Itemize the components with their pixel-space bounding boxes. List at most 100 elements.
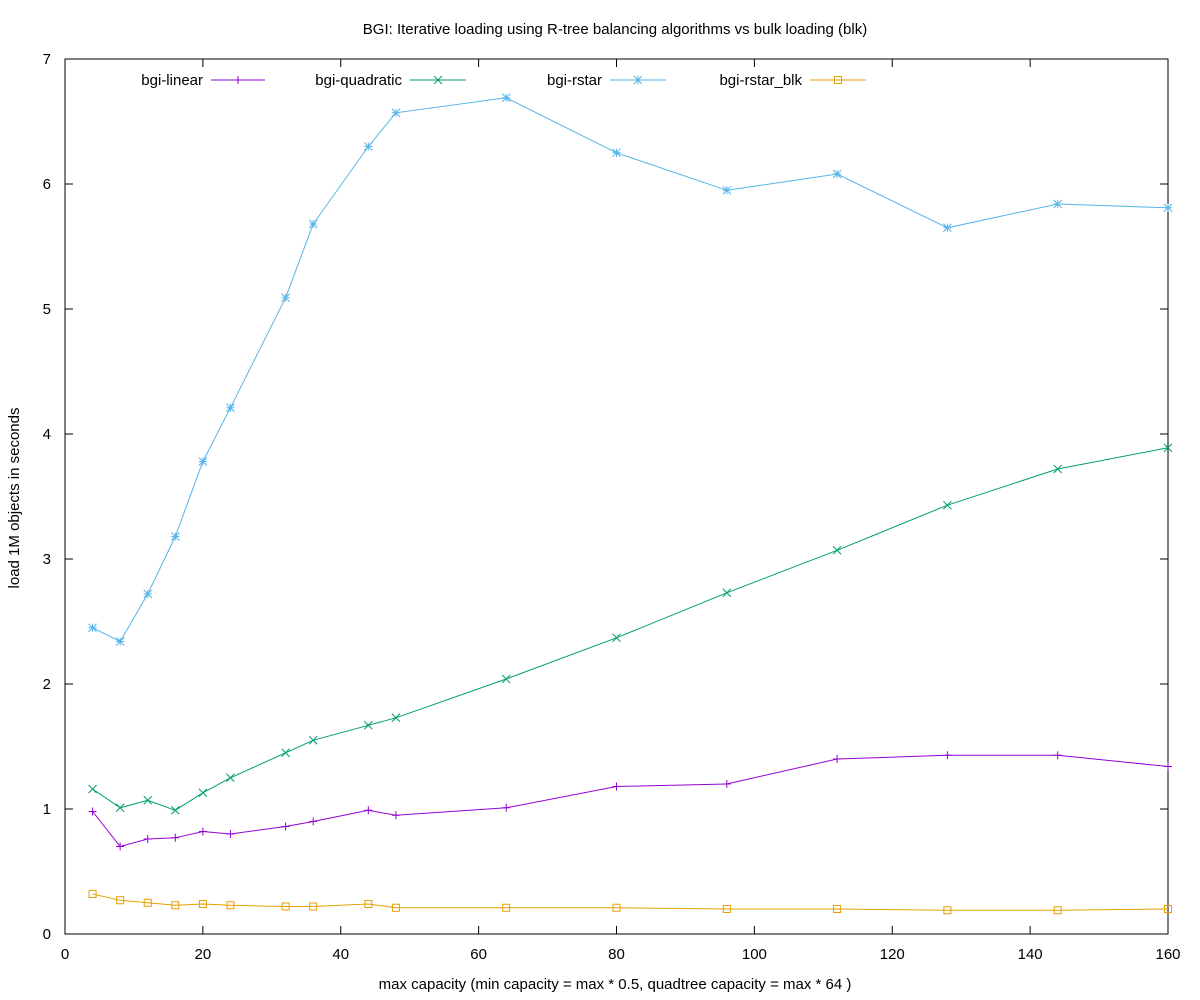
data-point [502, 803, 511, 812]
y-tick-label: 0 [43, 926, 51, 943]
marker-stroke [722, 588, 732, 598]
marker-stroke [143, 589, 153, 599]
marker-stroke [1053, 199, 1063, 209]
marker-stroke [170, 805, 180, 815]
data-point [170, 532, 180, 541]
data-point [198, 788, 208, 798]
marker-stroke [832, 169, 842, 179]
data-point [722, 588, 732, 598]
series-layer [88, 93, 1173, 915]
marker-stroke [281, 293, 290, 303]
data-point [1053, 199, 1063, 209]
marker-stroke [281, 748, 290, 758]
marker-stroke [363, 720, 373, 730]
data-point [1053, 751, 1062, 760]
data-point [88, 890, 97, 898]
data-point [171, 833, 180, 842]
data-point [88, 623, 97, 633]
legend-item: bgi-linear [141, 72, 265, 89]
data-point [198, 827, 207, 836]
marker-stroke [612, 148, 621, 158]
data-point [612, 633, 621, 643]
series-line [92, 754, 1169, 848]
legend-label: bgi-linear [141, 72, 203, 89]
x-tick-label: 0 [61, 946, 69, 963]
data-point [943, 223, 952, 233]
data-point [116, 896, 125, 905]
legend-marker [433, 75, 443, 85]
data-point [226, 773, 235, 783]
data-point [943, 500, 952, 510]
series-bgi-linear [88, 751, 1172, 851]
data-point [501, 674, 511, 684]
data-point [612, 148, 621, 158]
data-point [198, 900, 207, 908]
marker-stroke [391, 713, 401, 723]
legend: bgi-linear bgi-quadratic bgi-rstar bgi-rsta… [141, 72, 866, 89]
y-tick-label: 5 [43, 301, 51, 318]
data-point [833, 905, 842, 913]
marker-stroke [115, 637, 125, 646]
data-point [309, 902, 318, 911]
data-point [308, 219, 318, 229]
marker-stroke [943, 500, 952, 510]
legend-item: bgi-quadratic [315, 72, 466, 89]
data-point [391, 108, 401, 118]
data-point [501, 93, 511, 103]
series-line [92, 893, 1169, 911]
data-point [281, 748, 290, 758]
data-point [143, 898, 152, 907]
data-point [832, 545, 842, 555]
data-point [391, 903, 400, 912]
y-tick-label: 7 [43, 51, 51, 68]
data-point [115, 803, 125, 813]
x-tick-label: 20 [195, 946, 212, 963]
data-point [281, 902, 290, 911]
data-point [1164, 905, 1172, 913]
marker-stroke [832, 545, 842, 555]
legend-label: bgi-quadratic [315, 72, 402, 89]
plot-border [64, 58, 1169, 935]
data-point [943, 751, 952, 760]
data-point [143, 589, 153, 599]
x-axis-label: max capacity (min capacity = max * 0.5, … [379, 976, 852, 993]
data-point [226, 830, 235, 838]
data-point [143, 795, 153, 805]
marker-stroke [1163, 203, 1173, 213]
y-tick-label: 4 [43, 426, 51, 443]
legend-item: bgi-rstar_blk [719, 72, 866, 89]
marker-stroke [943, 223, 952, 233]
y-tick-label: 6 [43, 176, 51, 193]
marker-stroke [226, 403, 235, 413]
marker-stroke [170, 532, 180, 541]
series-bgi-rstar [88, 93, 1173, 646]
y-tick-label: 1 [43, 801, 51, 818]
data-point [115, 637, 125, 646]
marker-stroke [722, 185, 732, 195]
x-tick-label: 160 [1155, 946, 1180, 963]
y-tick-label: 2 [43, 676, 51, 693]
data-point [943, 906, 952, 915]
marker-stroke [1053, 464, 1063, 474]
marker-stroke [612, 633, 621, 643]
data-point [833, 755, 842, 763]
data-point [832, 169, 842, 179]
data-point [722, 905, 731, 913]
series-bgi-rstar_blk [88, 890, 1172, 915]
data-point [1164, 762, 1172, 771]
data-point [88, 807, 97, 816]
data-point [281, 293, 290, 303]
axis-ticks: 0 20 40 60 80 100 120 140 160 0 1 2 3 4 5 6 7 [43, 51, 1181, 963]
marker-stroke [501, 674, 511, 684]
data-point [143, 835, 152, 843]
data-point [1053, 906, 1062, 915]
data-point [363, 142, 373, 151]
marker-stroke [308, 219, 318, 229]
data-point [364, 900, 373, 908]
marker-stroke [363, 142, 373, 151]
marker-stroke [501, 93, 511, 103]
data-point [612, 903, 621, 912]
marker-stroke [88, 784, 97, 794]
data-point [391, 811, 400, 820]
